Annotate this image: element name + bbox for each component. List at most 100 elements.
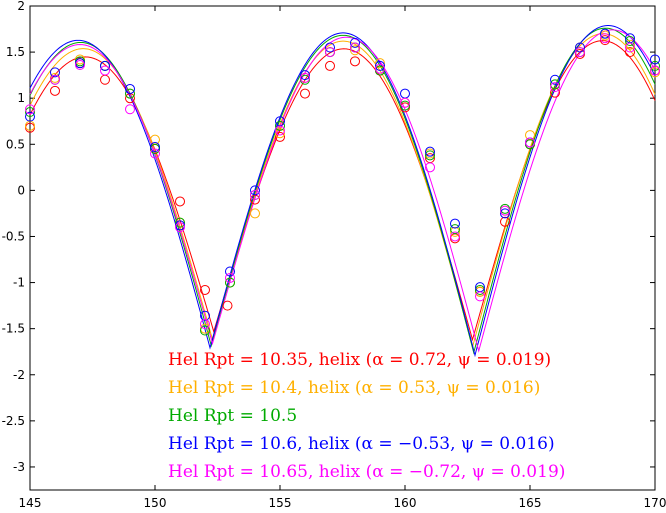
data-point	[300, 88, 310, 99]
data-point	[625, 47, 635, 58]
data-point	[575, 42, 585, 53]
data-point	[350, 56, 360, 67]
data-point	[400, 97, 410, 108]
data-point	[125, 104, 135, 115]
legend-entry-3: Hel Rpt = 10.6, helix (α = −0.53, ψ = 0.…	[168, 434, 555, 454]
data-point	[75, 60, 85, 71]
data-point	[600, 28, 610, 39]
data-point	[175, 196, 185, 207]
legend: Hel Rpt = 10.35, helix (α = 0.72, ψ = 0.…	[168, 350, 565, 482]
data-point	[200, 319, 210, 330]
data-point	[150, 142, 160, 153]
data-point	[275, 120, 285, 131]
data-point	[275, 128, 285, 139]
y-tick-label: -1.5	[2, 322, 25, 336]
data-point	[425, 150, 435, 161]
y-tick-label: -0.5	[2, 229, 25, 243]
data-point	[350, 45, 360, 56]
data-point	[325, 60, 335, 71]
data-point	[550, 82, 560, 93]
data-point	[175, 217, 185, 228]
data-point	[550, 79, 560, 90]
x-tick-label: 150	[144, 496, 167, 510]
y-tick-label: 0.5	[6, 137, 25, 151]
y-tick-label: 1.5	[6, 45, 25, 59]
x-tick-label: 170	[644, 496, 666, 510]
data-point	[450, 231, 460, 242]
data-point	[325, 42, 335, 53]
data-point	[225, 272, 235, 283]
series-line	[29, 29, 656, 353]
y-tick-label: 0	[17, 183, 25, 197]
data-point	[50, 85, 60, 96]
y-tick-label: -2	[13, 368, 25, 382]
data-point	[650, 65, 660, 76]
data-point	[525, 137, 535, 148]
y-tick-label: 2	[17, 0, 25, 13]
y-tick-label: -2.5	[2, 414, 25, 428]
data-point	[625, 42, 635, 53]
data-point	[500, 208, 510, 219]
data-point	[100, 60, 110, 71]
data-point	[100, 65, 110, 76]
x-tick-label: 165	[519, 496, 542, 510]
data-point	[400, 100, 410, 111]
data-point	[375, 60, 385, 71]
y-tick-label: 1	[17, 91, 25, 105]
data-point	[475, 291, 485, 302]
data-point	[222, 300, 233, 311]
data-point	[275, 125, 285, 136]
data-point	[650, 54, 660, 65]
legend-entry-4: Hel Rpt = 10.65, helix (α = −0.72, ψ = 0…	[168, 462, 565, 482]
data-point	[450, 218, 460, 229]
data-point	[25, 104, 35, 115]
data-point	[425, 146, 435, 157]
data-point	[350, 37, 360, 48]
data-point	[225, 266, 235, 277]
data-point	[175, 222, 185, 233]
data-point	[625, 36, 635, 47]
data-point	[150, 148, 160, 159]
data-point	[300, 72, 310, 83]
data-point	[325, 47, 335, 58]
series-points	[25, 28, 660, 336]
data-point	[350, 42, 360, 53]
y-tick-label: -3	[13, 460, 25, 474]
data-point	[250, 208, 260, 219]
data-point	[625, 39, 635, 50]
data-point	[425, 162, 435, 173]
data-point	[375, 63, 385, 74]
data-point	[125, 88, 135, 99]
data-point	[250, 185, 260, 196]
x-tick-label: 155	[269, 496, 292, 510]
legend-entry-2: Hel Rpt = 10.5	[168, 406, 297, 426]
data-point	[600, 33, 610, 44]
data-point	[200, 325, 210, 336]
data-point	[300, 70, 310, 81]
y-tick-label: -1	[13, 276, 25, 290]
x-tick-label: 145	[19, 496, 42, 510]
data-point	[125, 83, 135, 94]
data-point	[550, 74, 560, 85]
data-point	[25, 111, 35, 122]
data-point	[500, 216, 510, 227]
x-tick-label: 160	[394, 496, 417, 510]
data-point	[500, 205, 510, 216]
data-point	[200, 310, 210, 321]
data-point	[550, 87, 560, 98]
data-point	[650, 60, 660, 71]
data-point	[275, 131, 285, 142]
data-point	[575, 47, 585, 58]
legend-entry-0: Hel Rpt = 10.35, helix (α = 0.72, ψ = 0.…	[168, 350, 551, 370]
legend-entry-1: Hel Rpt = 10.4, helix (α = 0.53, ψ = 0.0…	[168, 378, 540, 398]
data-point	[375, 58, 385, 69]
data-point	[50, 74, 60, 85]
data-point	[50, 67, 60, 78]
data-point	[450, 224, 460, 235]
data-point	[25, 107, 35, 118]
data-point	[475, 284, 485, 295]
data-point	[250, 189, 260, 200]
series-line	[29, 25, 656, 358]
